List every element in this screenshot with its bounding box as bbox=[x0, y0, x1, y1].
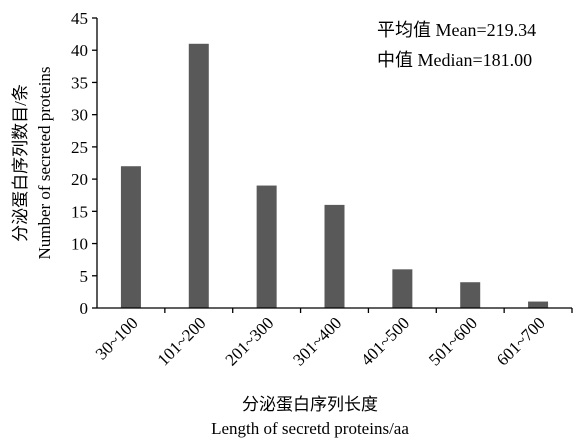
y-axis-title-en: Number of secreted proteins bbox=[35, 66, 54, 259]
x-tick-label: 601~700 bbox=[493, 313, 549, 369]
y-tick-label: 30 bbox=[71, 106, 88, 125]
mean-annotation: 平均值 Mean=219.34 bbox=[377, 20, 536, 40]
y-tick-label: 20 bbox=[71, 170, 88, 189]
bar-601~700 bbox=[528, 301, 549, 308]
y-tick-label: 25 bbox=[71, 138, 88, 157]
y-ticks: 0 5 10 15 20 25 30 35 40 45 bbox=[71, 9, 97, 318]
x-tick-label: 30~100 bbox=[92, 313, 142, 363]
bar-401~500 bbox=[392, 269, 413, 308]
x-ticks: 30~100 101~200 201~300 301~400 401~500 501~60… bbox=[92, 308, 573, 369]
y-tick-label: 15 bbox=[71, 202, 88, 221]
y-tick-label: 45 bbox=[71, 9, 88, 28]
bar-101~200 bbox=[188, 43, 209, 309]
y-tick-label: 35 bbox=[71, 73, 88, 92]
bar-301~400 bbox=[324, 204, 345, 308]
y-tick-label: 0 bbox=[80, 299, 89, 318]
bar-30~100 bbox=[120, 166, 141, 308]
x-axis-title-en: Length of secretd proteins/aa bbox=[211, 419, 409, 438]
x-tick-label: 501~600 bbox=[425, 313, 481, 369]
x-axis-title-cn: 分泌蛋白序列长度 bbox=[242, 395, 378, 414]
y-axis-title-cn: 分泌蛋白序列数目/条 bbox=[11, 84, 30, 242]
y-tick-label: 5 bbox=[80, 267, 89, 286]
x-tick-label: 301~400 bbox=[289, 313, 345, 369]
x-tick-label: 201~300 bbox=[221, 313, 277, 369]
y-tick-label: 10 bbox=[71, 235, 88, 254]
median-annotation: 中值 Median=181.00 bbox=[377, 50, 532, 70]
plot-area bbox=[120, 43, 549, 309]
x-tick-label: 401~500 bbox=[357, 313, 413, 369]
bar-501~600 bbox=[460, 282, 481, 308]
y-tick-label: 40 bbox=[71, 41, 88, 60]
x-tick-label: 101~200 bbox=[154, 313, 210, 369]
bar-201~300 bbox=[256, 185, 277, 308]
